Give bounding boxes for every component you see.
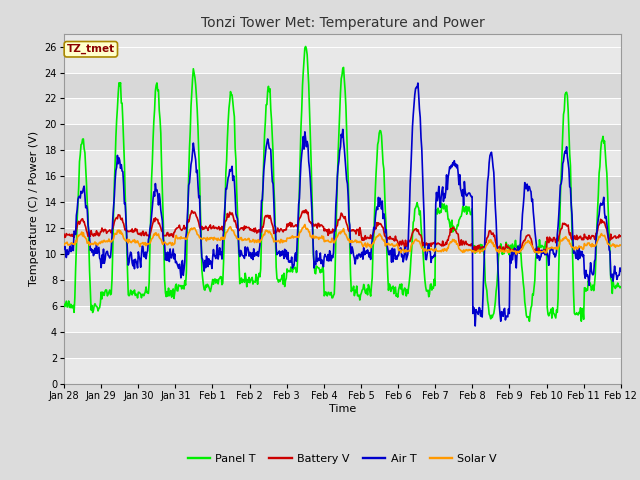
Battery V: [411, 227, 419, 232]
Bar: [64, 124, 621, 150]
Solar V: [214, 238, 221, 243]
Panel T: [302, 44, 310, 49]
Air T: [184, 202, 192, 208]
Air T: [410, 102, 418, 108]
Panel T: [617, 284, 625, 290]
Line: Air T: Air T: [64, 83, 621, 326]
Air T: [70, 228, 78, 234]
Air T: [617, 268, 625, 274]
Solar V: [127, 240, 135, 245]
Panel T: [184, 207, 192, 213]
Bar: [64, 228, 621, 254]
Line: Battery V: Battery V: [64, 210, 621, 252]
Bar: [64, 254, 621, 280]
Air T: [60, 246, 68, 252]
Bar: [64, 332, 621, 358]
Battery V: [531, 249, 539, 255]
Panel T: [60, 301, 68, 307]
Solar V: [617, 242, 625, 248]
Bar: [64, 98, 621, 124]
Solar V: [60, 242, 68, 248]
Battery V: [184, 217, 192, 223]
Bar: [64, 150, 621, 176]
Line: Panel T: Panel T: [64, 47, 621, 321]
Battery V: [60, 231, 68, 237]
Y-axis label: Temperature (C) / Power (V): Temperature (C) / Power (V): [29, 131, 39, 287]
Bar: [64, 72, 621, 98]
Bar: [64, 358, 621, 384]
Battery V: [617, 233, 625, 239]
Line: Solar V: Solar V: [64, 225, 621, 254]
Bar: [64, 47, 621, 72]
Solar V: [184, 232, 192, 238]
Battery V: [428, 243, 435, 249]
Battery V: [302, 207, 310, 213]
Air T: [414, 80, 422, 86]
Panel T: [428, 281, 435, 287]
X-axis label: Time: Time: [329, 404, 356, 414]
Bar: [64, 306, 621, 332]
Air T: [127, 251, 135, 257]
Solar V: [70, 241, 78, 247]
Air T: [472, 323, 479, 329]
Solar V: [428, 246, 435, 252]
Bar: [64, 176, 621, 202]
Text: TZ_tmet: TZ_tmet: [67, 44, 115, 54]
Air T: [214, 242, 221, 248]
Solar V: [513, 252, 520, 257]
Title: Tonzi Tower Met: Temperature and Power: Tonzi Tower Met: Temperature and Power: [200, 16, 484, 30]
Solar V: [301, 222, 308, 228]
Air T: [428, 260, 435, 265]
Panel T: [127, 289, 135, 295]
Panel T: [411, 206, 419, 212]
Battery V: [127, 229, 135, 235]
Bar: [64, 202, 621, 228]
Bar: [64, 280, 621, 306]
Panel T: [70, 310, 78, 315]
Panel T: [525, 318, 533, 324]
Battery V: [214, 226, 221, 232]
Legend: Panel T, Battery V, Air T, Solar V: Panel T, Battery V, Air T, Solar V: [183, 449, 502, 468]
Solar V: [411, 238, 419, 243]
Battery V: [70, 235, 78, 240]
Panel T: [214, 277, 221, 283]
